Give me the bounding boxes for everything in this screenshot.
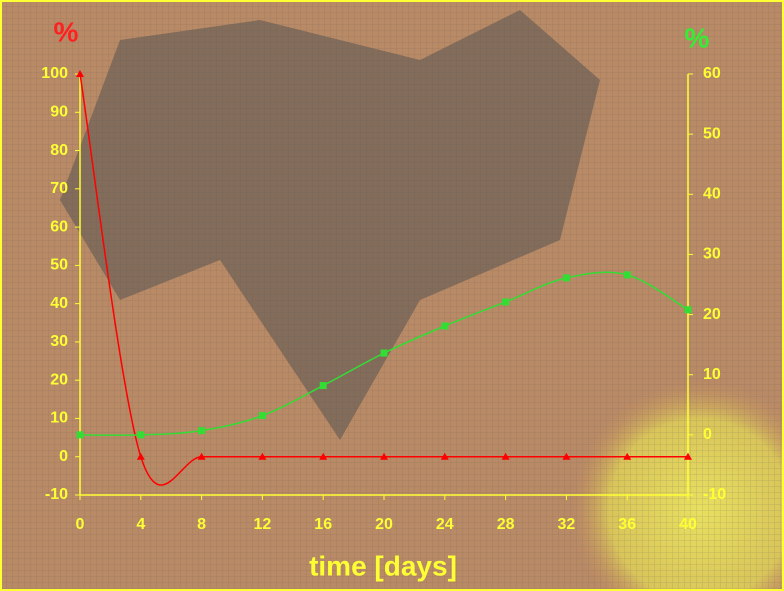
marker (380, 349, 388, 357)
marker (562, 274, 570, 282)
marker (562, 452, 571, 460)
marker (76, 70, 84, 77)
marker (258, 452, 267, 460)
x-tick-label: 24 (436, 516, 454, 533)
x-tick-label: 32 (558, 516, 576, 533)
x-tick-label: 4 (136, 516, 145, 533)
marker (319, 382, 327, 390)
y2-tick-label: 0 (703, 426, 712, 443)
y-tick-label: -10 (45, 486, 68, 503)
marker (440, 452, 449, 460)
y-tick-label: 40 (50, 295, 68, 312)
x-axis-label: time [days] (309, 550, 457, 581)
marker (623, 271, 631, 279)
y2-tick-label: 50 (703, 125, 721, 142)
y2-tick-label: 40 (703, 186, 721, 203)
x-tick-label: 8 (197, 516, 206, 533)
y2-tick-label: 10 (703, 366, 721, 383)
y2-tick-label: 30 (703, 246, 721, 263)
marker (137, 431, 145, 439)
y-tick-label: 0 (59, 448, 68, 465)
y-tick-label: 70 (50, 180, 68, 197)
y-tick-label: 80 (50, 142, 68, 159)
marker (502, 298, 510, 306)
x-tick-label: 16 (314, 516, 332, 533)
x-tick-label: 0 (76, 516, 85, 533)
x-tick-label: 40 (679, 516, 697, 533)
marker (380, 452, 388, 460)
x-tick-label: 12 (254, 516, 272, 533)
x-tick-label: 20 (375, 516, 393, 533)
y-tick-label: 90 (50, 103, 68, 120)
y-tick-label: 20 (50, 371, 68, 388)
marker (684, 306, 692, 314)
y-tick-label: 100 (41, 65, 68, 82)
y-tick-label: 10 (50, 410, 68, 427)
y2-tick-label: 20 (703, 306, 721, 323)
marker (623, 452, 632, 460)
y-axis-label: % (54, 16, 79, 47)
marker (441, 322, 449, 330)
marker (684, 452, 692, 460)
marker (319, 452, 328, 460)
y-tick-label: 60 (50, 218, 68, 235)
marker (258, 412, 266, 420)
x-tick-label: 36 (618, 516, 636, 533)
y2-axis-label: % (685, 22, 710, 53)
marker (76, 431, 84, 439)
y-tick-label: 50 (50, 257, 68, 274)
y2-tick-label: -10 (703, 486, 726, 503)
y2-tick-label: 60 (703, 65, 721, 82)
marker (197, 452, 206, 460)
marker (501, 452, 510, 460)
x-tick-label: 28 (497, 516, 515, 533)
y-tick-label: 30 (50, 333, 68, 350)
marker (136, 452, 145, 460)
marker (198, 427, 206, 435)
